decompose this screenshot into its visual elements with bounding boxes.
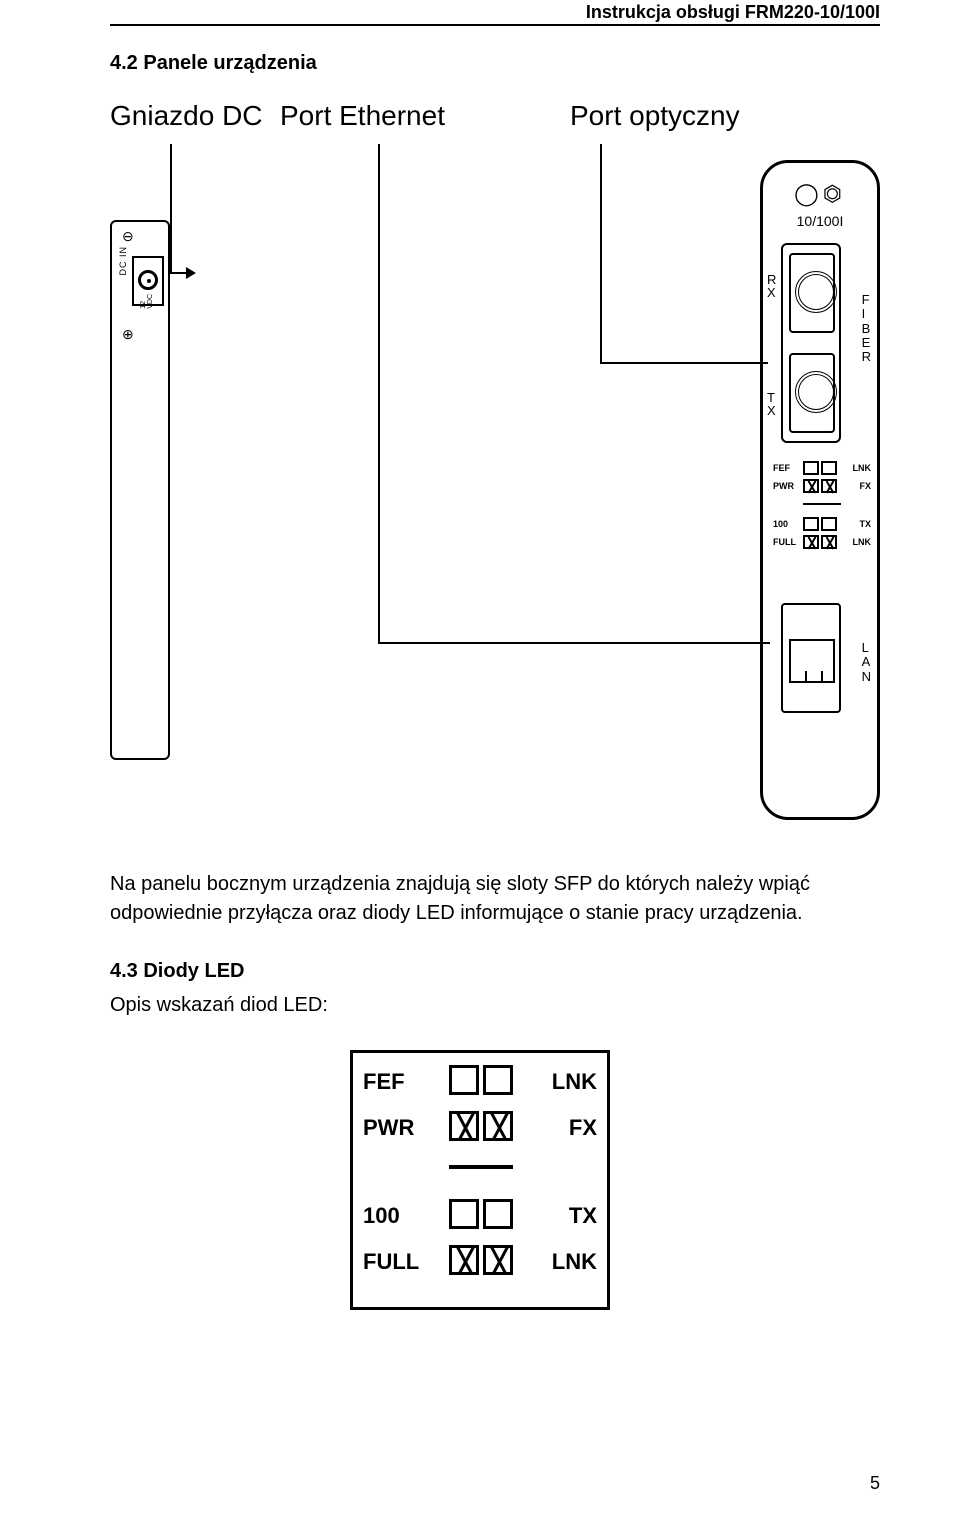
dc-voltage-label: 12 VDC xyxy=(140,294,154,309)
led-desc-intro: Opis wskazań diod LED: xyxy=(110,994,328,1017)
label-dc-socket: Gniazdo DC xyxy=(110,100,263,132)
led-detail-figure: FEF LNK PWR FX 100 TX FULL LNK xyxy=(350,1050,610,1310)
led-label: 100 xyxy=(773,519,788,529)
led-label: FEF xyxy=(773,463,790,473)
front-panel: ◯⏣ 10/100I R X T X F I B E R FEF LNK PWR… xyxy=(760,160,880,820)
lan-port-box xyxy=(781,603,841,713)
led-label: FULL xyxy=(773,537,796,547)
tx-connector-icon xyxy=(789,353,835,433)
led-label: 100 xyxy=(363,1203,400,1229)
dc-jack: 12 VDC xyxy=(132,256,164,306)
led-label: TX xyxy=(569,1203,597,1229)
led-label: TX xyxy=(859,519,871,529)
front-led-block: FEF LNK PWR FX 100 TX FULL LNK xyxy=(773,463,871,583)
screw-icon: ⊕ xyxy=(122,326,134,343)
page-number: 5 xyxy=(870,1473,880,1494)
led-label: FX xyxy=(569,1115,597,1141)
rx-label: R X xyxy=(767,273,776,299)
tx-label: T X xyxy=(767,391,776,417)
fiber-label: F I B E R xyxy=(862,293,871,364)
page-header: Instrukcja obsługi FRM220-10/100I xyxy=(586,2,880,23)
led-label: FULL xyxy=(363,1249,419,1275)
section-4-2-title: 4.2 Panele urządzenia xyxy=(110,52,317,75)
section-4-3-title: 4.3 Diody LED xyxy=(110,960,244,983)
model-label: 10/100I xyxy=(763,213,877,229)
fiber-connector-box xyxy=(781,243,841,443)
panels-description-paragraph: Na panelu bocznym urządzenia znajdują si… xyxy=(110,870,880,928)
rx-connector-icon xyxy=(789,253,835,333)
led-label: FX xyxy=(859,481,871,491)
device-panels-diagram: ⊖ DC IN 12 VDC ⊕ ◯⏣ 10/100I R X T X F I … xyxy=(110,140,880,840)
screw-icon: ⊖ xyxy=(122,228,134,245)
label-optical-port: Port optyczny xyxy=(570,100,740,132)
led-label: PWR xyxy=(773,481,794,491)
led-label: LNK xyxy=(552,1069,597,1095)
header-rule xyxy=(110,24,880,26)
dc-side-panel: ⊖ DC IN 12 VDC ⊕ xyxy=(110,220,170,760)
dc-in-label: DC IN xyxy=(118,246,128,276)
label-ethernet-port: Port Ethernet xyxy=(280,100,445,132)
rj45-icon xyxy=(789,639,835,683)
led-label: FEF xyxy=(363,1069,405,1095)
led-label: LNK xyxy=(552,1249,597,1275)
led-label: LNK xyxy=(853,537,872,547)
led-label: LNK xyxy=(853,463,872,473)
led-label: PWR xyxy=(363,1115,414,1141)
mount-holes-icon: ◯⏣ xyxy=(763,181,877,207)
lan-label: L A N xyxy=(862,641,871,684)
